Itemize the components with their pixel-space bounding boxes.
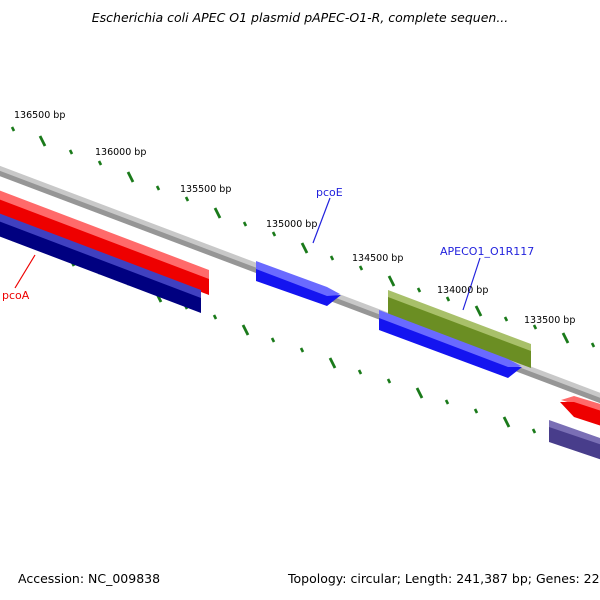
tick-label-133500: 133500 bp: [524, 315, 575, 326]
feature-APECO1_O1R117-cds-highlight: [379, 310, 521, 371]
feature-label-pcoA[interactable]: pcoA: [2, 289, 30, 302]
feature-right-edge-slate-body: [549, 427, 600, 460]
feature-pcoA-highlight: [0, 190, 209, 281]
feature-right-edge-slate[interactable]: [549, 420, 600, 466]
feature-APECO1_O1R117-highlight: [388, 290, 531, 352]
status-summary: Topology: circular; Length: 241,387 bp; …: [288, 571, 600, 586]
feature-pcoA-reverse-highlight: [0, 213, 201, 300]
feature-pcoA-reverse-body: [0, 221, 201, 313]
tick-label-134500: 134500 bp: [352, 253, 403, 264]
feature-label-pcoE[interactable]: pcoE: [316, 186, 343, 199]
tick-label-136000: 136000 bp: [95, 147, 146, 158]
feature-APECO1_O1R117-cds-body: [379, 318, 522, 378]
window-title: Escherichia coli APEC O1 plasmid pAPEC-O…: [91, 10, 509, 25]
feature-pcoE[interactable]: [256, 261, 341, 306]
leader-line-APECO1_O1R117: [462, 257, 481, 311]
feature-right-edge-red-body: [560, 402, 600, 426]
tick-label-134000: 134000 bp: [437, 285, 488, 296]
leader-line-pcoE: [312, 197, 331, 244]
axis-ticks-upper: [10, 126, 596, 348]
feature-APECO1_O1R117[interactable]: [388, 290, 531, 368]
leader-line-pcoA: [14, 254, 36, 289]
tick-label-135500: 135500 bp: [180, 184, 231, 195]
feature-pcoE-body: [256, 269, 341, 306]
status-accession: Accession: NC_009838: [18, 571, 161, 586]
feature-pcoE-highlight: [256, 261, 340, 299]
feature-pcoA-body: [0, 199, 209, 295]
feature-pcoA[interactable]: [0, 183, 209, 295]
feature-label-APECO1_O1R117[interactable]: APECO1_O1R117: [440, 245, 534, 258]
tick-label-136500: 136500 bp: [14, 110, 65, 121]
tick-label-135000: 135000 bp: [266, 219, 317, 230]
feature-right-edge-red[interactable]: [560, 396, 600, 432]
feature-right-edge-slate-highlight: [549, 420, 600, 446]
feature-APECO1_O1R117-body: [388, 297, 531, 368]
feature-APECO1_O1R117-cds[interactable]: [379, 310, 522, 378]
feature-pcoA-reverse-strand[interactable]: [0, 206, 201, 313]
